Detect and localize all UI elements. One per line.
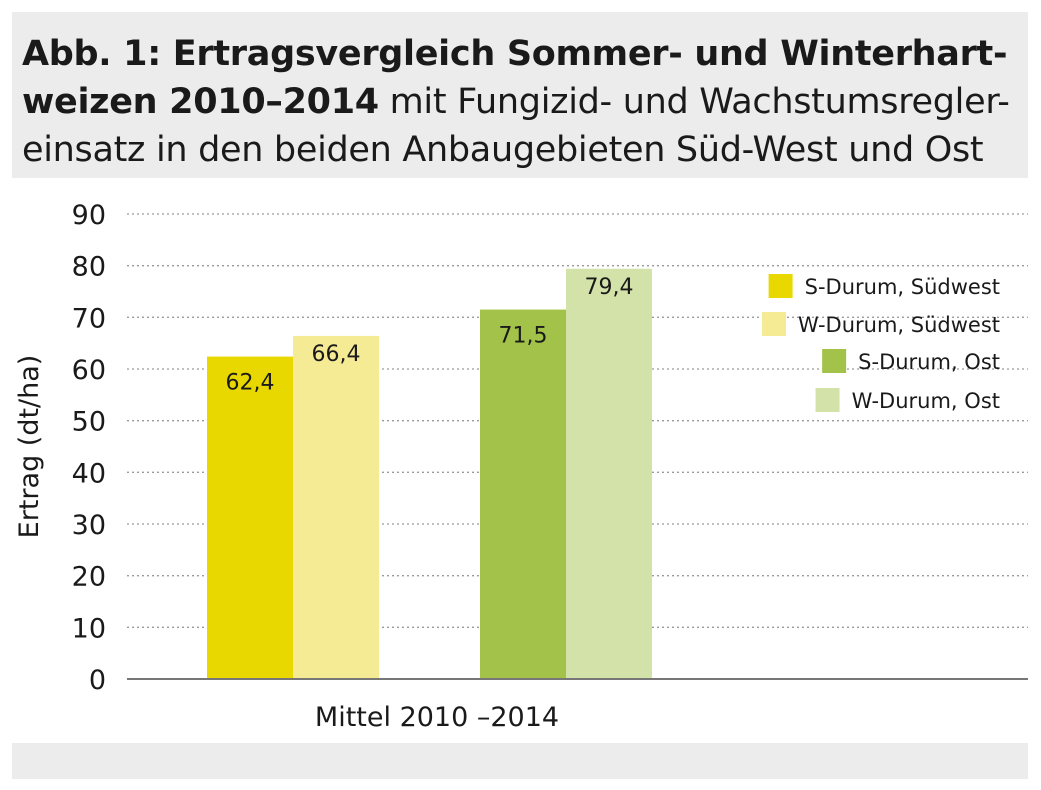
y-tick-label: 0: [89, 665, 106, 696]
legend-label: W-Durum, Ost: [852, 389, 1000, 413]
bar: [207, 356, 293, 679]
bar: [293, 335, 379, 679]
legend-swatch: [762, 312, 787, 336]
legend-swatch: [768, 274, 793, 298]
y-tick-label: 90: [72, 200, 106, 231]
bars: [207, 268, 652, 679]
y-tick-label: 30: [72, 510, 106, 541]
y-tick-label: 20: [72, 562, 106, 593]
bar: [480, 309, 566, 679]
y-tick-label: 40: [72, 458, 106, 489]
chart-title-line-1: Abb. 1: Ertragsvergleich Sommer- und Win…: [22, 34, 1008, 74]
x-category-label: Mittel 2010 –2014: [315, 702, 559, 733]
legend-swatch: [822, 349, 847, 373]
y-tick-label: 60: [72, 355, 106, 386]
bar: [566, 268, 652, 679]
legend-label: S-Durum, Südwest: [805, 275, 1000, 299]
footer-bar: [12, 743, 1028, 779]
y-tick-label: 80: [72, 252, 106, 283]
y-tick-label: 50: [72, 407, 106, 438]
bar-value-labels: 62,4 66,4 71,5 79,4: [226, 275, 634, 396]
bar-value-label: 66,4: [312, 342, 361, 367]
chart-title-line-2: weizen 2010–2014 mit Fungizid- und Wachs…: [22, 78, 1018, 126]
title-box: Abb. 1: Ertragsvergleich Sommer- und Win…: [12, 12, 1028, 178]
y-tick-label: 10: [72, 613, 106, 644]
bar-value-label: 71,5: [499, 324, 548, 349]
legend-swatch: [815, 388, 840, 412]
chart-title-line-2-bold: weizen 2010–2014: [22, 82, 379, 122]
legend-label: S-Durum, Ost: [858, 350, 1000, 374]
bar-value-label: 79,4: [585, 275, 634, 300]
chart-title-line-2-rest: mit Fungizid- und Wachstumsregler-: [378, 82, 1010, 122]
y-axis-ticks: 0 10 20 30 40 50 60 70 80 90: [72, 200, 106, 696]
legend-label: W-Durum, Südwest: [798, 313, 1000, 337]
legend: S-Durum, Südwest W-Durum, Südwest S-Durum,…: [762, 274, 1000, 413]
bar-value-label: 62,4: [226, 371, 275, 396]
y-axis-title: Ertrag (dt/ha): [14, 355, 45, 539]
y-tick-label: 70: [72, 303, 106, 334]
chart-title-line-3: einsatz in den beiden Anbaugebieten Süd-…: [22, 130, 984, 170]
x-axis-categories: Mittel 2010 –2014: [315, 702, 559, 733]
